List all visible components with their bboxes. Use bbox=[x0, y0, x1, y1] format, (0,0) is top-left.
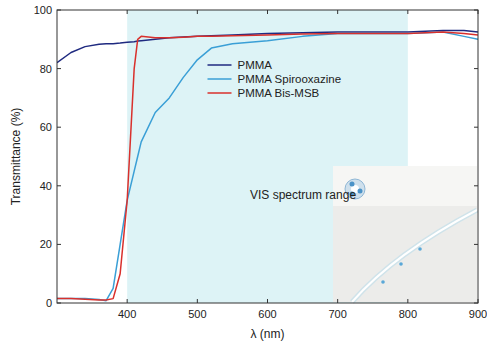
y-tick bbox=[57, 244, 61, 245]
x-axis-label: λ (nm) bbox=[251, 327, 285, 341]
x-tick-label: 600 bbox=[258, 308, 276, 320]
legend-swatch bbox=[208, 78, 232, 80]
inset-dot bbox=[399, 262, 403, 266]
y-tick-label: 20 bbox=[40, 238, 52, 250]
x-tick-label: 900 bbox=[469, 308, 487, 320]
plot-frame bbox=[57, 10, 478, 303]
x-tick-label: 400 bbox=[118, 308, 136, 320]
x-tick-top bbox=[127, 10, 128, 14]
y-tick bbox=[57, 10, 61, 11]
y-tick-right bbox=[474, 10, 478, 11]
highlight-label: VIS spectrum range bbox=[250, 188, 356, 202]
y-tick-right bbox=[474, 303, 478, 304]
x-tick bbox=[337, 299, 338, 303]
inset-dot bbox=[381, 280, 385, 284]
legend-swatch bbox=[208, 64, 232, 66]
y-tick bbox=[57, 127, 61, 128]
x-tick bbox=[197, 299, 198, 303]
y-tick-label: 80 bbox=[40, 63, 52, 75]
chart-root: 400 500 600 700 800 900 0 20 40 60 80 100 λ (nm) Tran… bbox=[0, 0, 487, 355]
legend-swatch bbox=[208, 92, 232, 94]
x-tick-top bbox=[407, 10, 408, 14]
x-tick-label: 500 bbox=[188, 308, 206, 320]
legend-label: PMMA bbox=[238, 59, 273, 71]
y-tick bbox=[57, 303, 61, 304]
y-tick-label: 60 bbox=[40, 121, 52, 133]
inset-fiber-core bbox=[352, 210, 477, 302]
y-tick-label: 40 bbox=[40, 180, 52, 192]
inset-background bbox=[333, 166, 477, 302]
y-tick-right bbox=[474, 244, 478, 245]
series-group bbox=[57, 31, 478, 301]
inset-disc-spot bbox=[358, 189, 363, 194]
y-tick bbox=[57, 185, 61, 186]
y-tick-label: 0 bbox=[46, 297, 52, 309]
chart-svg: 400 500 600 700 800 900 0 20 40 60 80 100 λ (nm) Tran… bbox=[0, 0, 487, 355]
x-tick bbox=[478, 299, 479, 303]
inset-dot bbox=[418, 247, 422, 251]
x-tick-top bbox=[267, 10, 268, 14]
y-tick bbox=[57, 68, 61, 69]
x-tick-top bbox=[337, 10, 338, 14]
y-tick-right bbox=[474, 185, 478, 186]
y-axis-label: Transmittance (%) bbox=[9, 108, 23, 206]
y-tick-label: 100 bbox=[34, 4, 52, 16]
x-tick-label: 800 bbox=[399, 308, 417, 320]
x-tick bbox=[127, 299, 128, 303]
x-tick bbox=[267, 299, 268, 303]
legend-label: PMMA Bis-MSB bbox=[238, 87, 320, 99]
inset-photo bbox=[333, 166, 477, 302]
x-tick bbox=[407, 299, 408, 303]
legend: PMMA PMMA Spirooxazine PMMA Bis-MSB bbox=[208, 59, 342, 99]
inset-disc-spot bbox=[350, 182, 355, 187]
x-tick-top bbox=[478, 10, 479, 14]
inset-fiber bbox=[352, 210, 477, 302]
legend-label: PMMA Spirooxazine bbox=[238, 73, 342, 85]
x-tick-label: 700 bbox=[328, 308, 346, 320]
series-line bbox=[57, 32, 478, 301]
y-tick-right bbox=[474, 127, 478, 128]
x-tick-top bbox=[197, 10, 198, 14]
y-tick-right bbox=[474, 68, 478, 69]
series-line bbox=[57, 32, 478, 300]
